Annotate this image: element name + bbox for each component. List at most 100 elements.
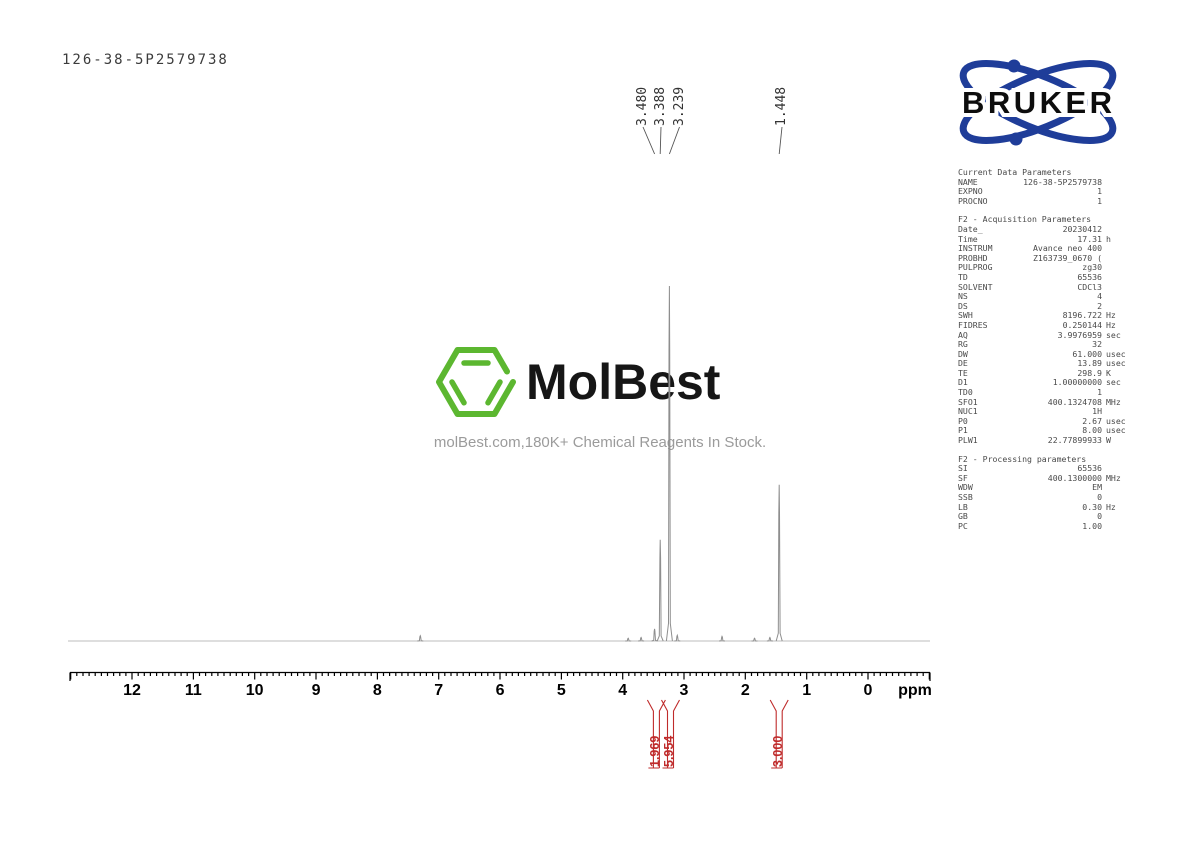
param-label: EXPNO <box>958 186 983 197</box>
param-row: WDW EM <box>958 483 1138 493</box>
param-value: 1.00 <box>1082 520 1102 531</box>
bruker-wordmark: BRUKER <box>962 85 1114 120</box>
param-label: D1 <box>958 377 968 388</box>
param-unit: Hz <box>1106 319 1116 330</box>
param-value: 17.31 <box>1077 233 1102 244</box>
param-value: 298.9 <box>1077 367 1102 378</box>
param-value: 1.00000000 <box>1052 377 1102 388</box>
param-label: SOLVENT <box>958 281 993 292</box>
param-row: PC 1.00 <box>958 520 1138 532</box>
param-value: 1 <box>1097 195 1102 206</box>
param-unit: W <box>1106 435 1111 446</box>
param-row: D1 1.00000000 sec <box>958 378 1138 388</box>
param-row: SOLVENT CDCl3 <box>958 281 1138 293</box>
param-row: SFO1 400.1324708 MHz <box>958 396 1138 408</box>
parameters-panel: Current Data Parameters NAME 126-38-5P2579… <box>958 167 1138 540</box>
param-unit: MHz <box>1106 396 1121 407</box>
param-value: 32 <box>1092 339 1102 350</box>
param-unit: usec <box>1106 425 1126 436</box>
param-value: 65536 <box>1077 463 1102 474</box>
param-label: RG <box>958 339 968 350</box>
param-label: INSTRUM <box>958 243 993 254</box>
sample-id: 126-38-5P2579738 <box>62 52 229 68</box>
param-row: SF 400.1300000 MHz <box>958 473 1138 484</box>
param-unit: Hz <box>1106 501 1116 512</box>
x-axis-tick-label: 7 <box>434 682 444 699</box>
param-section-title: Current Data Parameters <box>958 167 1072 177</box>
param-row: TD0 1 <box>958 387 1138 398</box>
x-axis-tick-label: 11 <box>184 682 202 699</box>
param-value: Avance neo 400 <box>1032 243 1102 254</box>
param-label: Date_ <box>958 223 983 234</box>
param-row: P1 8.00 usec <box>958 426 1138 436</box>
param-row: NUC1 1H <box>958 407 1138 417</box>
molbest-tagline: molBest.com,180K+ Chemical Reagents In S… <box>433 434 767 451</box>
param-value: 400.1324708 <box>1047 396 1102 407</box>
param-row: TD 65536 <box>958 271 1138 283</box>
param-row: INSTRUM Avance neo 400 <box>958 244 1138 254</box>
param-label: PROCNO <box>958 195 988 206</box>
x-axis-tick-label: 2 <box>740 682 750 699</box>
param-label: WDW <box>958 482 973 493</box>
param-row: RG 32 <box>958 339 1138 350</box>
param-row: FIDRES 0.250144 Hz <box>958 319 1138 331</box>
param-label: SFO1 <box>958 396 978 407</box>
param-row: DW 61.000 usec <box>958 348 1138 360</box>
param-label: LB <box>958 501 968 512</box>
param-unit <box>1102 522 1138 532</box>
param-label: PULPROG <box>958 262 993 273</box>
param-row: NAME 126-38-5P2579738 <box>958 177 1138 188</box>
param-value: 4 <box>1097 291 1102 302</box>
param-unit: sec <box>1106 329 1121 340</box>
param-value: 13.89 <box>1077 358 1102 369</box>
param-unit: sec <box>1106 377 1121 388</box>
param-value: 8.00 <box>1082 425 1102 436</box>
param-unit <box>1102 244 1138 254</box>
param-label: TD0 <box>958 387 973 398</box>
param-value: 0 <box>1097 492 1102 502</box>
param-label: Time <box>958 233 978 244</box>
param-value: 2.67 <box>1082 415 1102 426</box>
param-unit: usec <box>1106 348 1126 359</box>
param-unit: K <box>1106 367 1111 378</box>
bruker-logo: BRUKER <box>958 59 1117 146</box>
param-unit <box>1102 197 1138 207</box>
param-row: DS 2 <box>958 300 1138 312</box>
param-unit <box>1102 512 1138 522</box>
spectrum-trace <box>417 285 783 642</box>
param-row: SI 65536 <box>958 464 1138 474</box>
param-label: GB <box>958 511 968 522</box>
hexagon-benzene-icon <box>436 347 516 417</box>
param-label: PLW1 <box>958 435 978 446</box>
x-axis-tick-label: 6 <box>495 682 505 699</box>
param-section-title: F2 - Processing parameters <box>958 453 1087 464</box>
param-label: P0 <box>958 415 968 426</box>
param-label: FIDRES <box>958 319 988 330</box>
param-unit <box>1102 254 1138 264</box>
param-row: DE 13.89 usec <box>958 359 1138 369</box>
param-row: PROBHD Z163739_0670 ( <box>958 253 1138 264</box>
param-row: TE 298.9 K <box>958 367 1138 379</box>
param-unit: h <box>1106 233 1111 244</box>
param-row: PROCNO 1 <box>958 195 1138 207</box>
param-label: TE <box>958 367 968 378</box>
x-axis-tick-label: 10 <box>245 682 264 699</box>
param-section: F2 - Acquisition Parameters Date_ 20230412… <box>958 215 1138 445</box>
param-row: PULPROG zg30 <box>958 263 1138 273</box>
param-section-title: F2 - Acquisition Parameters <box>958 214 1092 225</box>
param-value: 65536 <box>1077 271 1102 282</box>
param-unit: usec <box>1106 358 1126 369</box>
param-label: NUC1 <box>958 406 978 417</box>
peak-label-leader-lines <box>642 126 783 155</box>
param-unit <box>1102 263 1138 273</box>
param-row: PLW1 22.77899933 W <box>958 435 1138 446</box>
param-value: 2 <box>1097 300 1102 311</box>
param-row: LB 0.30 Hz <box>958 501 1138 513</box>
integral-marks <box>646 699 789 769</box>
param-value: CDCl3 <box>1077 281 1102 292</box>
param-unit: usec <box>1106 415 1126 426</box>
param-label: DW <box>958 348 968 359</box>
param-label: DE <box>958 358 968 369</box>
